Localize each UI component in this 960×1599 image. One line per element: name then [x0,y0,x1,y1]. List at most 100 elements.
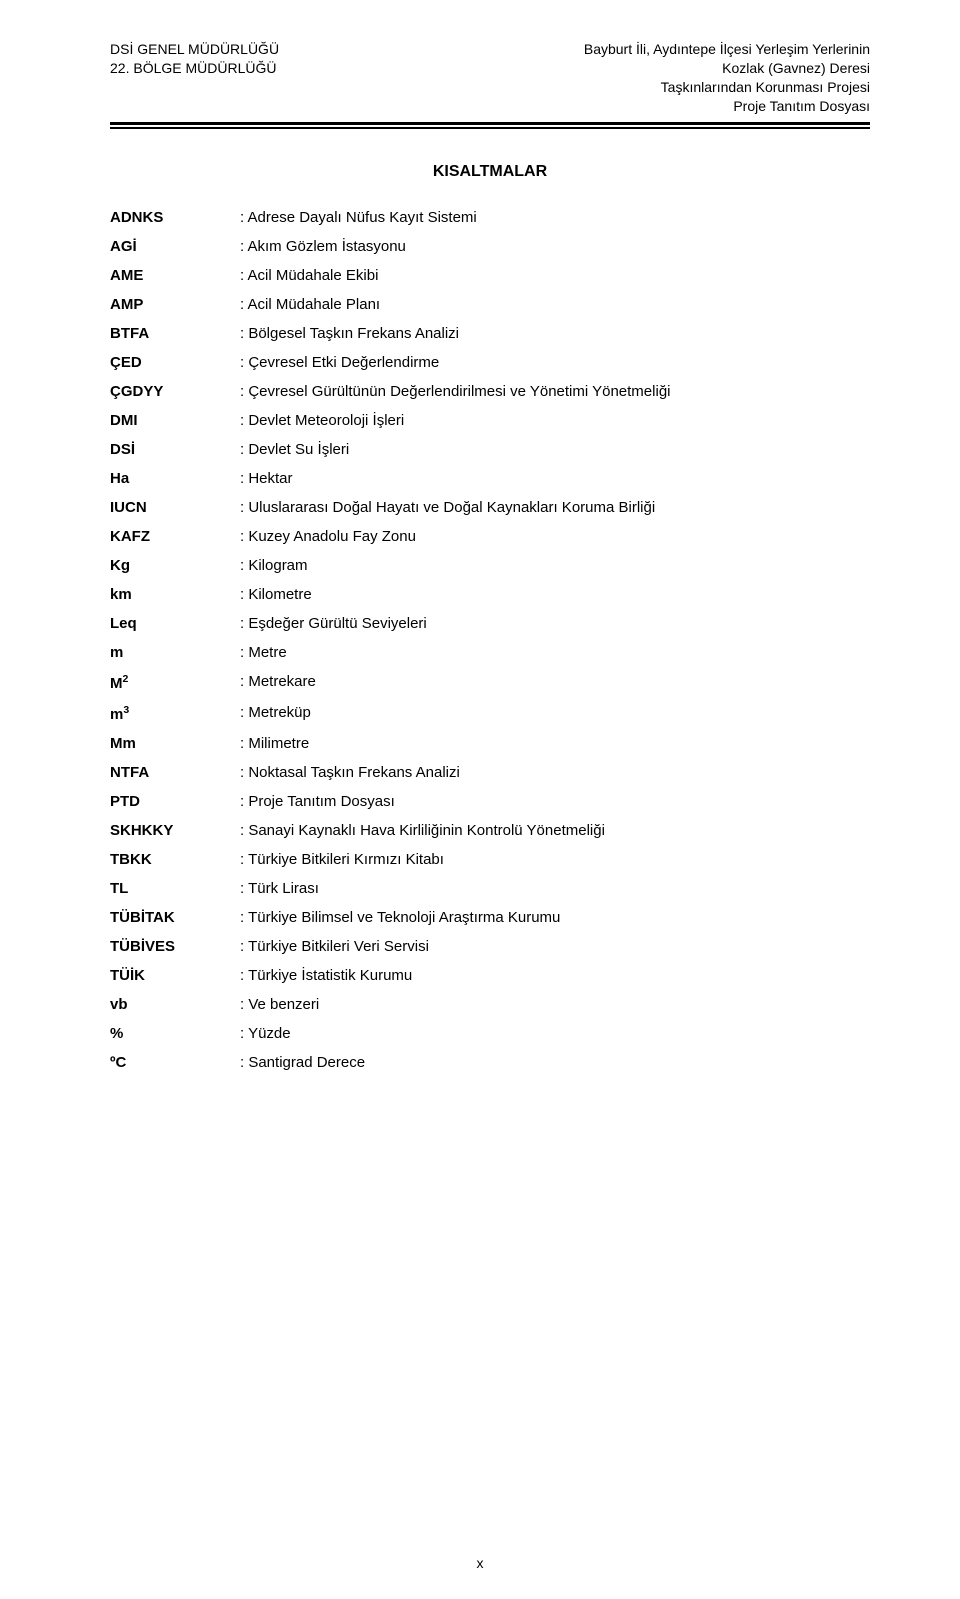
header-rule [110,122,870,129]
abbr-key: IUCN [110,499,240,516]
header-right-line: Bayburt İli, Aydıntepe İlçesi Yerleşim Y… [584,40,870,59]
page-number: x [0,1555,960,1571]
abbr-row: KAFZ: Kuzey Anadolu Fay Zonu [110,522,870,551]
abbr-row: m: Metre [110,638,870,667]
abbr-row: m3: Metreküp [110,698,870,729]
abbr-key: PTD [110,793,240,810]
abbr-row: TÜİK: Türkiye İstatistik Kurumu [110,961,870,990]
abbr-key: m3 [110,704,240,723]
abbr-key-sup: 2 [123,673,129,685]
abbr-row: Kg: Kilogram [110,551,870,580]
abbr-key: Leq [110,615,240,632]
abbr-value: : Çevresel Etki Değerlendirme [240,354,870,371]
abbr-value: : Adrese Dayalı Nüfus Kayıt Sistemi [240,209,870,226]
abbr-value: : Yüzde [240,1025,870,1042]
abbr-value: : Metre [240,644,870,661]
abbr-key: AMP [110,296,240,313]
abbr-row: DSİ: Devlet Su İşleri [110,435,870,464]
abbr-key: ADNKS [110,209,240,226]
abbr-value: : Türkiye Bitkileri Veri Servisi [240,938,870,955]
abbr-row: ÇED: Çevresel Etki Değerlendirme [110,348,870,377]
abbr-value: : Türkiye Bilimsel ve Teknoloji Araştırm… [240,909,870,926]
abbr-value: : Milimetre [240,735,870,752]
abbr-row: TÜBİTAK: Türkiye Bilimsel ve Teknoloji A… [110,903,870,932]
abbr-row: km: Kilometre [110,580,870,609]
abbr-value: : Acil Müdahale Planı [240,296,870,313]
abbr-row: TBKK: Türkiye Bitkileri Kırmızı Kitabı [110,845,870,874]
header-right-line: Proje Tanıtım Dosyası [584,97,870,116]
abbr-row: TL: Türk Lirası [110,874,870,903]
header-right-line: Taşkınlarından Korunması Projesi [584,78,870,97]
abbr-key: BTFA [110,325,240,342]
abbr-key: AME [110,267,240,284]
header-right: Bayburt İli, Aydıntepe İlçesi Yerleşim Y… [584,40,870,116]
abbr-row: IUCN: Uluslararası Doğal Hayatı ve Doğal… [110,493,870,522]
abbr-row: ADNKS: Adrese Dayalı Nüfus Kayıt Sistemi [110,203,870,232]
abbr-row: ºC: Santigrad Derece [110,1048,870,1077]
abbr-value: : Çevresel Gürültünün Değerlendirilmesi … [240,383,870,400]
abbr-row: PTD: Proje Tanıtım Dosyası [110,787,870,816]
abbr-value: : Ve benzeri [240,996,870,1013]
abbr-value: : Akım Gözlem İstasyonu [240,238,870,255]
abbr-key: DMI [110,412,240,429]
abbr-value: : Metreküp [240,704,870,723]
abbr-value: : Türkiye İstatistik Kurumu [240,967,870,984]
abbr-key: ÇED [110,354,240,371]
abbr-value: : Proje Tanıtım Dosyası [240,793,870,810]
abbr-row: SKHKKY: Sanayi Kaynaklı Hava Kirliliğini… [110,816,870,845]
abbr-key: TÜİK [110,967,240,984]
abbr-key: ÇGDYY [110,383,240,400]
abbr-value: : Santigrad Derece [240,1054,870,1071]
abbr-key: TÜBİTAK [110,909,240,926]
abbr-row: Leq: Eşdeğer Gürültü Seviyeleri [110,609,870,638]
abbr-value: : Eşdeğer Gürültü Seviyeleri [240,615,870,632]
abbr-row: AGİ: Akım Gözlem İstasyonu [110,232,870,261]
abbr-row: Ha: Hektar [110,464,870,493]
abbr-value: : Hektar [240,470,870,487]
abbr-value: : Acil Müdahale Ekibi [240,267,870,284]
abbr-key: DSİ [110,441,240,458]
header-left-line: 22. BÖLGE MÜDÜRLÜĞÜ [110,59,279,78]
abbr-row: DMI: Devlet Meteoroloji İşleri [110,406,870,435]
abbr-value: : Bölgesel Taşkın Frekans Analizi [240,325,870,342]
header-left-line: DSİ GENEL MÜDÜRLÜĞÜ [110,40,279,59]
abbr-value: : Kilometre [240,586,870,603]
abbr-key: KAFZ [110,528,240,545]
abbreviations-table: ADNKS: Adrese Dayalı Nüfus Kayıt Sistemi… [110,203,870,1077]
page: DSİ GENEL MÜDÜRLÜĞÜ 22. BÖLGE MÜDÜRLÜĞÜ … [0,0,960,1599]
abbr-key: Kg [110,557,240,574]
header-left: DSİ GENEL MÜDÜRLÜĞÜ 22. BÖLGE MÜDÜRLÜĞÜ [110,40,279,78]
abbr-key: TÜBİVES [110,938,240,955]
page-header: DSİ GENEL MÜDÜRLÜĞÜ 22. BÖLGE MÜDÜRLÜĞÜ … [110,40,870,116]
abbr-value: : Kilogram [240,557,870,574]
abbr-row: AMP: Acil Müdahale Planı [110,290,870,319]
abbr-key: Ha [110,470,240,487]
abbr-value: : Uluslararası Doğal Hayatı ve Doğal Kay… [240,499,870,516]
abbr-value: : Devlet Meteoroloji İşleri [240,412,870,429]
abbr-row: %: Yüzde [110,1019,870,1048]
abbr-row: TÜBİVES: Türkiye Bitkileri Veri Servisi [110,932,870,961]
abbr-row: M2: Metrekare [110,667,870,698]
abbr-key: % [110,1025,240,1042]
abbr-row: AME: Acil Müdahale Ekibi [110,261,870,290]
abbr-key: SKHKKY [110,822,240,839]
abbr-row: BTFA: Bölgesel Taşkın Frekans Analizi [110,319,870,348]
abbr-value: : Metrekare [240,673,870,692]
abbr-row: NTFA: Noktasal Taşkın Frekans Analizi [110,758,870,787]
abbr-value: : Kuzey Anadolu Fay Zonu [240,528,870,545]
abbr-key-sup: 3 [123,704,129,716]
abbr-key: ºC [110,1054,240,1071]
abbr-value: : Noktasal Taşkın Frekans Analizi [240,764,870,781]
abbr-key: m [110,644,240,661]
abbr-key: TL [110,880,240,897]
abbr-value: : Sanayi Kaynaklı Hava Kirliliğinin Kont… [240,822,870,839]
abbr-row: vb: Ve benzeri [110,990,870,1019]
abbr-key: TBKK [110,851,240,868]
abbr-row: ÇGDYY: Çevresel Gürültünün Değerlendiril… [110,377,870,406]
abbr-key: AGİ [110,238,240,255]
section-title: KISALTMALAR [110,163,870,181]
abbr-row: Mm: Milimetre [110,729,870,758]
abbr-key: vb [110,996,240,1013]
abbr-value: : Türk Lirası [240,880,870,897]
abbr-key: km [110,586,240,603]
